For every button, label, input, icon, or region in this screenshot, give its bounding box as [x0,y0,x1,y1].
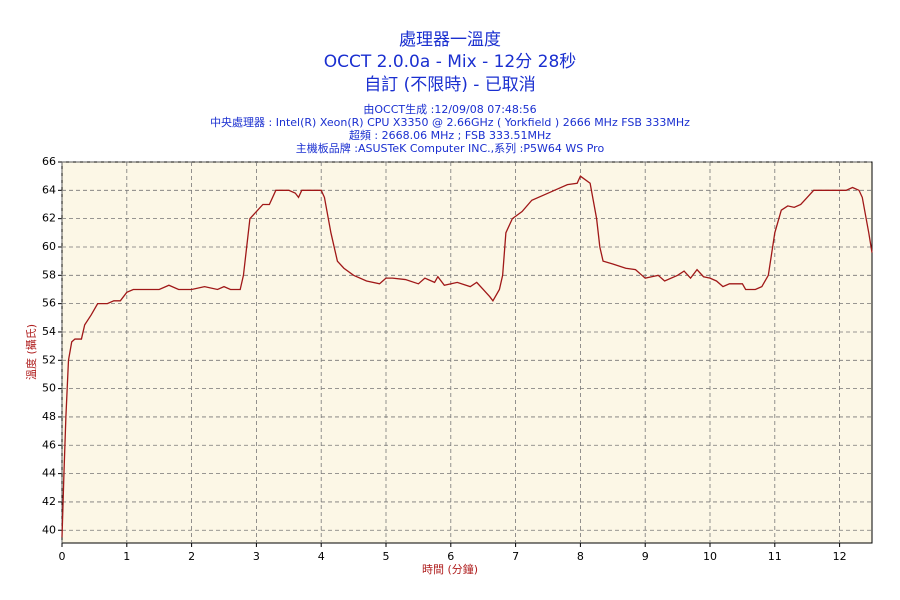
x-tick-label: 2 [188,550,195,563]
info-line: 超頻 : 2668.06 MHz ; FSB 333.51MHz [349,128,551,142]
y-tick-label: 42 [42,495,56,508]
chart-title: 處理器一溫度 [399,30,501,50]
y-tick-label: 50 [42,382,56,395]
y-tick-label: 40 [42,523,56,536]
chart-subtitle: OCCT 2.0.0a - Mix - 12分 28秒 [324,52,577,72]
data-line [61,175,873,538]
info-line: 主機板品牌 :ASUSTeK Computer INC.,系列 :P5W64 W… [296,141,605,155]
y-tick-label: 58 [42,268,56,281]
x-tick-label: 6 [447,550,454,563]
y-tick-label: 46 [42,438,56,451]
y-tick-label: 54 [42,325,56,338]
x-tick-label: 10 [703,550,717,563]
y-tick-label: 44 [42,467,56,480]
y-tick-label: 52 [42,353,56,366]
x-tick-label: 12 [833,550,847,563]
x-tick-label: 9 [642,550,649,563]
y-tick-label: 66 [42,155,56,168]
y-tick-label: 62 [42,212,56,225]
x-tick-label: 7 [512,550,519,563]
x-tick-label: 1 [123,550,130,563]
y-tick-label: 56 [42,297,56,310]
x-tick-label: 5 [383,550,390,563]
y-tick-label: 48 [42,410,56,423]
y-tick-label: 60 [42,240,56,253]
x-tick-label: 11 [768,550,782,563]
plot-area [61,161,873,544]
chart-subtitle: 自訂 (不限時) - 已取消 [364,75,536,95]
y-axis-label: 溫度 (攝氏) [24,324,38,380]
y-tick-label: 64 [42,183,56,196]
info-line: 中央處理器 : Intel(R) Xeon(R) CPU X3350 @ 2.6… [210,115,690,129]
x-tick-label: 0 [59,550,66,563]
x-tick-label: 3 [253,550,260,563]
info-line: 由OCCT生成 :12/09/08 07:48:56 [363,102,536,116]
x-tick-label: 8 [577,550,584,563]
x-tick-label: 4 [318,550,325,563]
x-axis-label: 時間 (分鐘) [422,562,478,576]
